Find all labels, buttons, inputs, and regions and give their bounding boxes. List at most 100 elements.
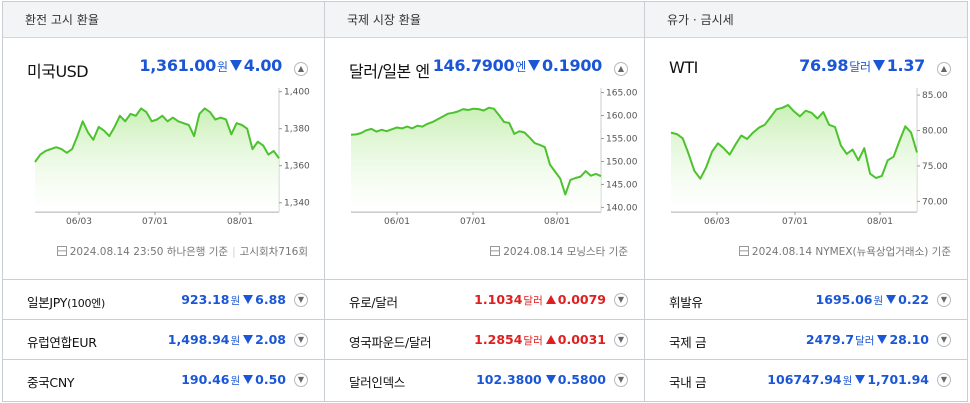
- y-tick-label: 155.00: [606, 135, 638, 145]
- row-unit: 달러: [523, 295, 543, 307]
- row-name[interactable]: 중국CNY: [27, 372, 75, 391]
- row-change: 0.0031: [557, 332, 606, 347]
- price-chart: 85.00 80.00 75.00 70.00 06/03 07/01 08/01: [670, 88, 948, 224]
- source-date: 2024.08.14: [503, 246, 564, 258]
- main-value: 76.98: [799, 56, 849, 75]
- price-chart: 1,400 1,380 1,360 1,340 06/03 07/01 08/01: [34, 88, 310, 224]
- row-name-text: 국제 금: [669, 335, 707, 350]
- main-change: 1.37: [886, 56, 926, 75]
- source-text: 모닝스타 기준: [566, 246, 628, 258]
- row-name-text: 휘발유: [669, 295, 703, 310]
- y-tick-label: 80.00: [922, 127, 948, 137]
- chevron-down-icon[interactable]: ▼: [294, 333, 308, 347]
- row-price: 102.3800: [476, 372, 542, 387]
- series-area: [671, 105, 917, 212]
- row-value: 923.18원 6.88: [181, 292, 286, 308]
- y-tick-label: 145.00: [606, 180, 638, 190]
- down-triangle-icon: [855, 375, 866, 384]
- chevron-down-icon[interactable]: ▼: [294, 293, 308, 307]
- main-value: 146.7900: [432, 56, 515, 75]
- chevron-down-icon[interactable]: ▼: [614, 293, 628, 307]
- row-name[interactable]: 유로/달러: [349, 292, 398, 311]
- row-unit: 원: [230, 375, 241, 387]
- x-tick-label: 08/01: [544, 217, 570, 224]
- quote-row[interactable]: 국제 금 2479.7달러 28.10 ▼: [645, 320, 967, 360]
- main-unit: 엔: [515, 60, 527, 74]
- row-value: 2479.7달러 28.10: [806, 332, 929, 348]
- up-triangle-icon: [545, 295, 556, 304]
- down-triangle-icon: [243, 335, 254, 344]
- row-unit: 원: [230, 295, 241, 307]
- chevron-up-icon[interactable]: ▲: [937, 62, 951, 76]
- row-value: 1,498.94원 2.08: [168, 332, 286, 348]
- x-tick-label: 07/01: [782, 217, 808, 224]
- y-tick-label: 1,380: [284, 125, 310, 135]
- row-name-text: 국내 금: [669, 375, 707, 390]
- up-triangle-icon: [545, 335, 556, 344]
- row-price: 1695.06: [815, 292, 873, 307]
- row-name[interactable]: 영국파운드/달러: [349, 332, 432, 351]
- y-tick-label: 1,400: [284, 88, 310, 98]
- row-name[interactable]: 일본JPY(100엔): [27, 292, 105, 311]
- main-quote-name[interactable]: 미국USD: [27, 62, 89, 81]
- y-tick-label: 1,340: [284, 199, 310, 209]
- row-change: 0.0079: [557, 292, 606, 307]
- row-change: 0.5800: [557, 372, 606, 387]
- row-price: 190.46: [181, 372, 230, 387]
- row-value: 1695.06원 0.22: [816, 292, 929, 308]
- chevron-up-icon[interactable]: ▲: [294, 62, 308, 76]
- down-triangle-icon: [243, 375, 254, 384]
- main-quote-name[interactable]: 달러/일본 엔: [349, 62, 430, 81]
- row-name[interactable]: 휘발유: [669, 292, 703, 311]
- main-change: 0.1900: [542, 56, 602, 75]
- document-icon: [738, 246, 749, 256]
- down-triangle-icon: [545, 375, 556, 384]
- row-name-text: 달러인덱스: [349, 375, 406, 390]
- series-line: [350, 106, 602, 196]
- row-change: 0.22: [898, 292, 929, 307]
- row-name[interactable]: 유럽연합EUR: [27, 332, 97, 351]
- document-icon: [490, 246, 501, 256]
- chevron-down-icon[interactable]: ▼: [294, 373, 308, 387]
- chevron-up-icon[interactable]: ▲: [614, 62, 628, 76]
- source-note: 2024.08.14 NYMEX(뉴욕상업거래소) 기준: [738, 244, 951, 259]
- row-price: 1,498.94: [167, 332, 230, 347]
- main-quote-name[interactable]: WTI: [669, 58, 698, 77]
- quote-row[interactable]: 유럽연합EUR 1,498.94원 2.08 ▼: [3, 320, 324, 360]
- row-change: 0.50: [255, 372, 286, 387]
- panel-header: 국제 시장 환율: [325, 2, 644, 38]
- source-date: 2024.08.14 23:50: [69, 246, 164, 258]
- row-name[interactable]: 국제 금: [669, 332, 707, 351]
- chevron-down-icon[interactable]: ▼: [614, 333, 628, 347]
- quote-row[interactable]: 영국파운드/달러 1.2854달러 0.0031 ▼: [325, 320, 644, 360]
- chevron-down-icon[interactable]: ▼: [937, 333, 951, 347]
- series-area: [35, 108, 279, 212]
- quote-row[interactable]: 휘발유 1695.06원 0.22 ▼: [645, 280, 967, 320]
- panel-header: 환전 고시 환율: [3, 2, 324, 38]
- y-tick-label: 70.00: [922, 197, 948, 207]
- x-tick-label: 06/03: [66, 217, 92, 224]
- source-text: NYMEX(뉴욕상업거래소) 기준: [815, 246, 951, 258]
- source-date: 2024.08.14: [751, 246, 813, 258]
- chevron-down-icon[interactable]: ▼: [614, 373, 628, 387]
- source-note: 2024.08.14 23:50 하나은행 기준 | 고시회차716회: [56, 244, 308, 259]
- y-tick-label: 75.00: [922, 162, 948, 172]
- quote-row[interactable]: 유로/달러 1.1034달러 0.0079 ▼: [325, 280, 644, 320]
- main-quote: 미국USD 1,361.00원 4.00 ▲ 1,400 1,380 1,360 1,340 0…: [3, 38, 324, 280]
- row-name[interactable]: 국내 금: [669, 372, 707, 391]
- main-value: 1,361.00: [139, 56, 216, 75]
- chevron-down-icon[interactable]: ▼: [937, 293, 951, 307]
- row-name-text: 영국파운드/달러: [349, 335, 432, 350]
- main-unit: 달러: [849, 60, 871, 74]
- quote-row[interactable]: 중국CNY 190.46원 0.50 ▼: [3, 360, 324, 400]
- row-name[interactable]: 달러인덱스: [349, 372, 405, 391]
- main-quote-value: 1,361.00원 4.00: [139, 56, 282, 75]
- quote-row[interactable]: 일본JPY(100엔) 923.18원 6.88 ▼: [3, 280, 324, 320]
- chevron-down-icon[interactable]: ▼: [937, 373, 951, 387]
- row-unit: 원: [842, 375, 853, 387]
- main-change: 4.00: [243, 56, 283, 75]
- price-chart: 165.00 160.00 155.00 150.00 145.00 140.00 06/0…: [350, 88, 638, 224]
- quote-row[interactable]: 국내 금 106747.94원 1,701.94 ▼: [645, 360, 967, 400]
- row-name-sub: (100엔): [67, 297, 105, 310]
- quote-row[interactable]: 달러인덱스 102.3800 0.5800 ▼: [325, 360, 644, 400]
